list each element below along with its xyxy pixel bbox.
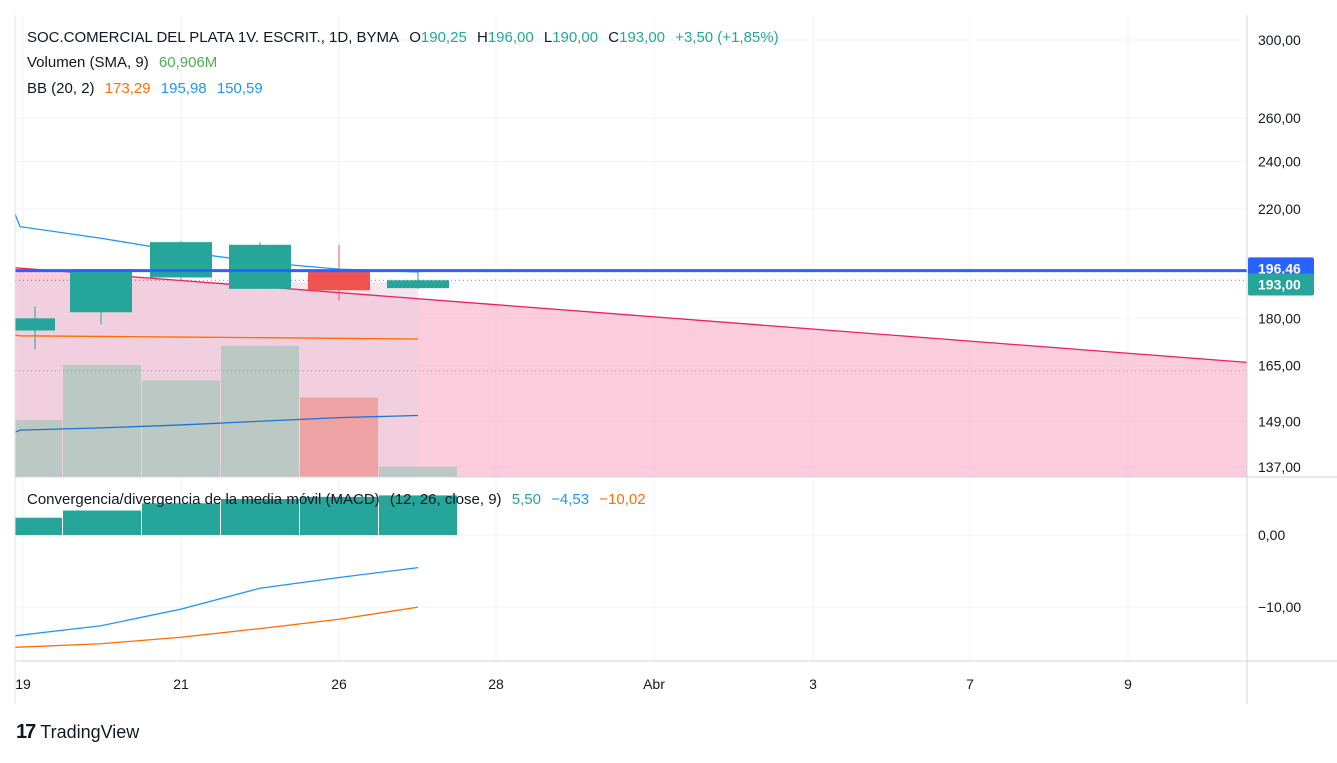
open-label: O: [409, 29, 421, 46]
axis-layer[interactable]: 300,00260,00240,00220,00180,00165,00149,…: [14, 15, 1337, 704]
bb-basis-value: 173,29: [104, 80, 151, 97]
volume-bar: [221, 345, 299, 477]
high-value: 196,00: [487, 29, 534, 46]
horizontal-line-layer[interactable]: [15, 269, 1247, 372]
time-tick-label: 28: [488, 676, 504, 692]
time-tick-label: 21: [173, 676, 189, 692]
open-value: 190,25: [420, 29, 467, 46]
time-tick-label: 19: [15, 676, 31, 692]
price-tick-label: 240,00: [1258, 154, 1301, 170]
macd-histogram-bar: [379, 495, 457, 535]
tradingview-logo-icon: 17: [16, 721, 36, 743]
macd-hist-value: 5,50: [511, 491, 541, 508]
brand-name: TradingView: [40, 722, 140, 742]
volume-bar: [379, 466, 457, 477]
price-tick-label: 300,00: [1258, 32, 1301, 48]
time-tick-label: 3: [809, 676, 817, 692]
price-tick-label: 137,00: [1258, 459, 1301, 475]
volume-label: Volumen (SMA, 9): [27, 54, 149, 71]
macd-histogram-bar: [221, 499, 299, 535]
volume-bar: [63, 364, 141, 477]
volume-bar: [142, 380, 220, 477]
time-tick-label: 9: [1124, 676, 1132, 692]
macd-label: Convergencia/divergencia de la media móv…: [27, 491, 380, 508]
volume-legend[interactable]: Volumen (SMA, 9) 60,906M: [27, 53, 223, 73]
candle-body[interactable]: [70, 269, 132, 313]
candle-body[interactable]: [229, 244, 291, 289]
tradingview-brand[interactable]: 17 TradingView: [16, 721, 139, 744]
volume-bar: [300, 397, 378, 477]
price-badge-196[interactable]: 196,46: [1258, 260, 1301, 276]
macd-signal-value: −10,02: [599, 491, 646, 508]
symbol-name[interactable]: SOC.COMERCIAL DEL PLATA 1V. ESCRIT., 1D,…: [27, 29, 400, 46]
price-tick-label: 180,00: [1258, 310, 1301, 326]
price-tick-label: 220,00: [1258, 201, 1301, 217]
symbol-legend[interactable]: SOC.COMERCIAL DEL PLATA 1V. ESCRIT., 1D,…: [27, 28, 785, 48]
bb-lower-value: 150,59: [216, 80, 263, 97]
macd-layer: [14, 495, 457, 648]
time-tick-label: 7: [966, 676, 974, 692]
macd-histogram-bar: [63, 510, 141, 535]
low-value: 190,00: [552, 29, 599, 46]
bb-basis-line: [14, 334, 419, 340]
macd-line-value: −4,53: [551, 491, 590, 508]
macd-params: (12, 26, close, 9): [389, 491, 502, 508]
candle-body[interactable]: [387, 280, 449, 289]
bb-legend[interactable]: BB (20, 2) 173,29 195,98 150,59: [27, 79, 269, 99]
bb-lower-line: [14, 414, 419, 433]
low-label: L: [543, 29, 553, 46]
volume-value: 60,906M: [158, 54, 218, 71]
macd-histogram-bar: [15, 517, 62, 535]
macd-line: [14, 566, 419, 637]
price-badge-193[interactable]: 193,00: [1258, 277, 1301, 293]
candle-body[interactable]: [15, 318, 55, 331]
macd-legend[interactable]: Convergencia/divergencia de la media móv…: [27, 490, 652, 510]
price-tick-label: 260,00: [1258, 110, 1301, 126]
macd-histogram-bar: [300, 496, 378, 535]
price-tick-label: 165,00: [1258, 358, 1301, 374]
change-value: +3,50 (+1,85%): [675, 29, 779, 46]
macd-tick-label: 0,00: [1258, 527, 1285, 543]
candle-body[interactable]: [150, 242, 212, 278]
price-badge-193-bg: [1248, 273, 1314, 296]
trendline[interactable]: [14, 267, 1248, 364]
macd-histogram-bar: [142, 503, 220, 535]
close-value: 193,00: [619, 29, 666, 46]
time-tick-label: 26: [331, 676, 347, 692]
bb-upper-value: 195,98: [160, 80, 207, 97]
macd-signal-line: [14, 606, 419, 648]
close-label: C: [608, 29, 620, 46]
bb-label: BB (20, 2): [27, 80, 95, 97]
price-tick-label: 149,00: [1258, 413, 1301, 429]
time-tick-label: Abr: [643, 676, 665, 692]
high-label: H: [476, 29, 488, 46]
macd-tick-label: −10,00: [1258, 599, 1301, 615]
